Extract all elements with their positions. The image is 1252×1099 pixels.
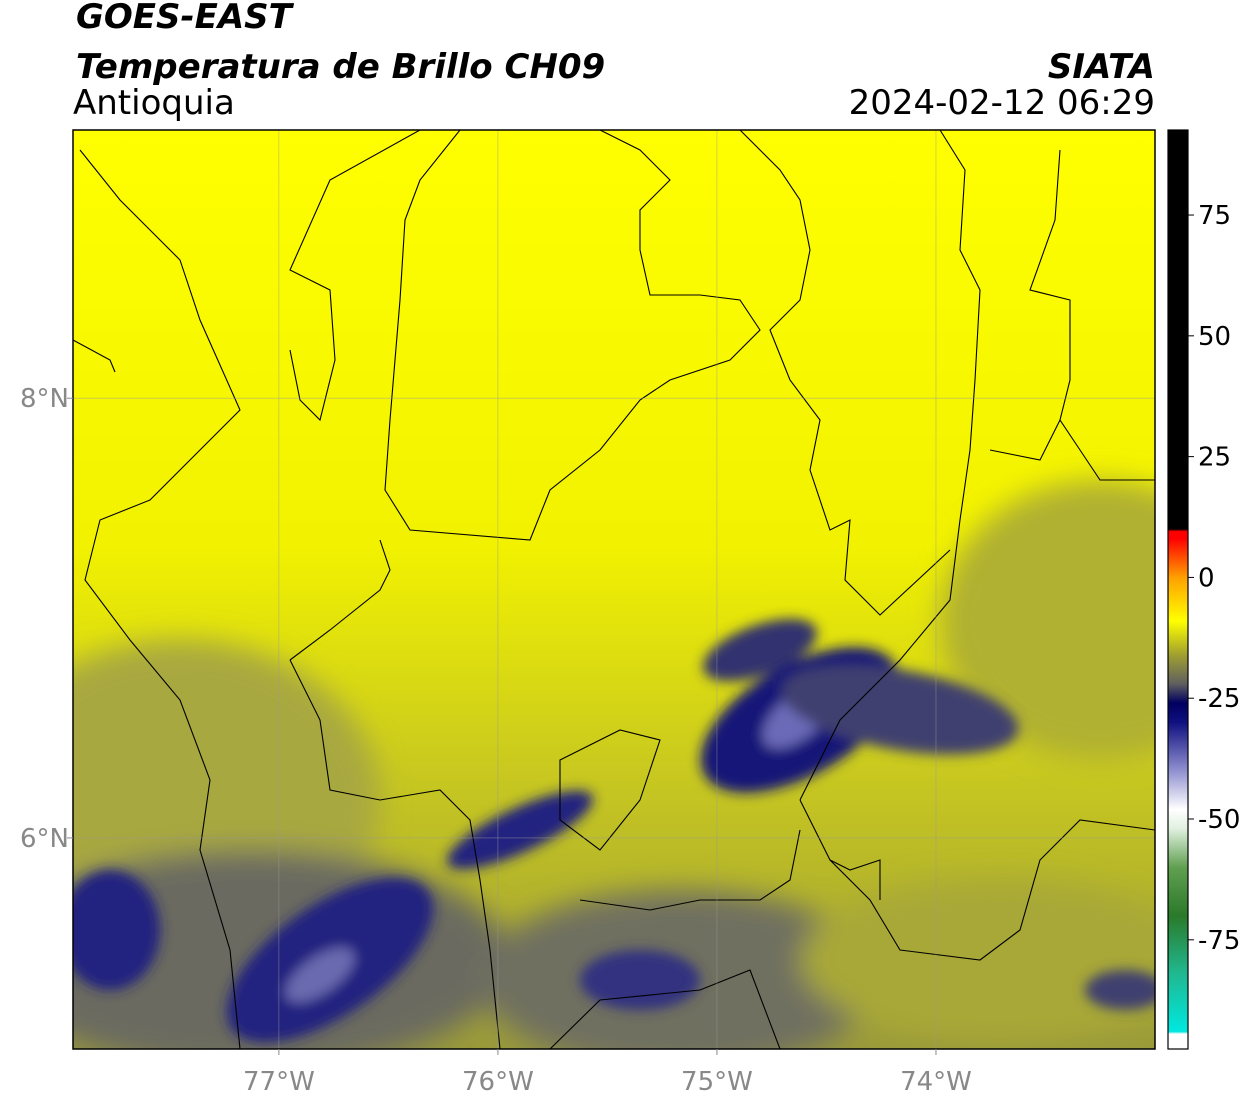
map-field bbox=[73, 130, 1155, 1049]
lon-tick-label: 76°W bbox=[462, 1067, 534, 1097]
product: Temperatura de Brillo CH09 bbox=[76, 47, 605, 87]
colorbar-tick-label: 50 bbox=[1198, 322, 1231, 352]
timestamp: 2024-02-12 06:29 bbox=[849, 83, 1155, 123]
satellite: GOES-EAST bbox=[76, 0, 295, 37]
region: Antioquia bbox=[73, 83, 235, 123]
colorbar-tick-label: 75 bbox=[1198, 201, 1231, 231]
lat-tick-label: 6°N bbox=[20, 824, 69, 854]
lon-tick-label: 77°W bbox=[243, 1067, 315, 1097]
colorbar bbox=[1167, 129, 1189, 1050]
agency: SIATA bbox=[1048, 47, 1155, 87]
lon-tick-label: 75°W bbox=[681, 1067, 753, 1097]
colorbar-tick-label: 0 bbox=[1198, 563, 1215, 593]
borders bbox=[73, 130, 1155, 1049]
colorbar-tick-label: -75 bbox=[1198, 926, 1240, 956]
lon-tick-label: 74°W bbox=[900, 1067, 972, 1097]
colorbar-tick-label: 25 bbox=[1198, 443, 1231, 473]
colorbar-tick-label: -50 bbox=[1198, 805, 1240, 835]
map-frame bbox=[72, 129, 1156, 1050]
colorbar-tick-label: -25 bbox=[1198, 684, 1240, 714]
lat-tick-label: 8°N bbox=[20, 384, 69, 414]
